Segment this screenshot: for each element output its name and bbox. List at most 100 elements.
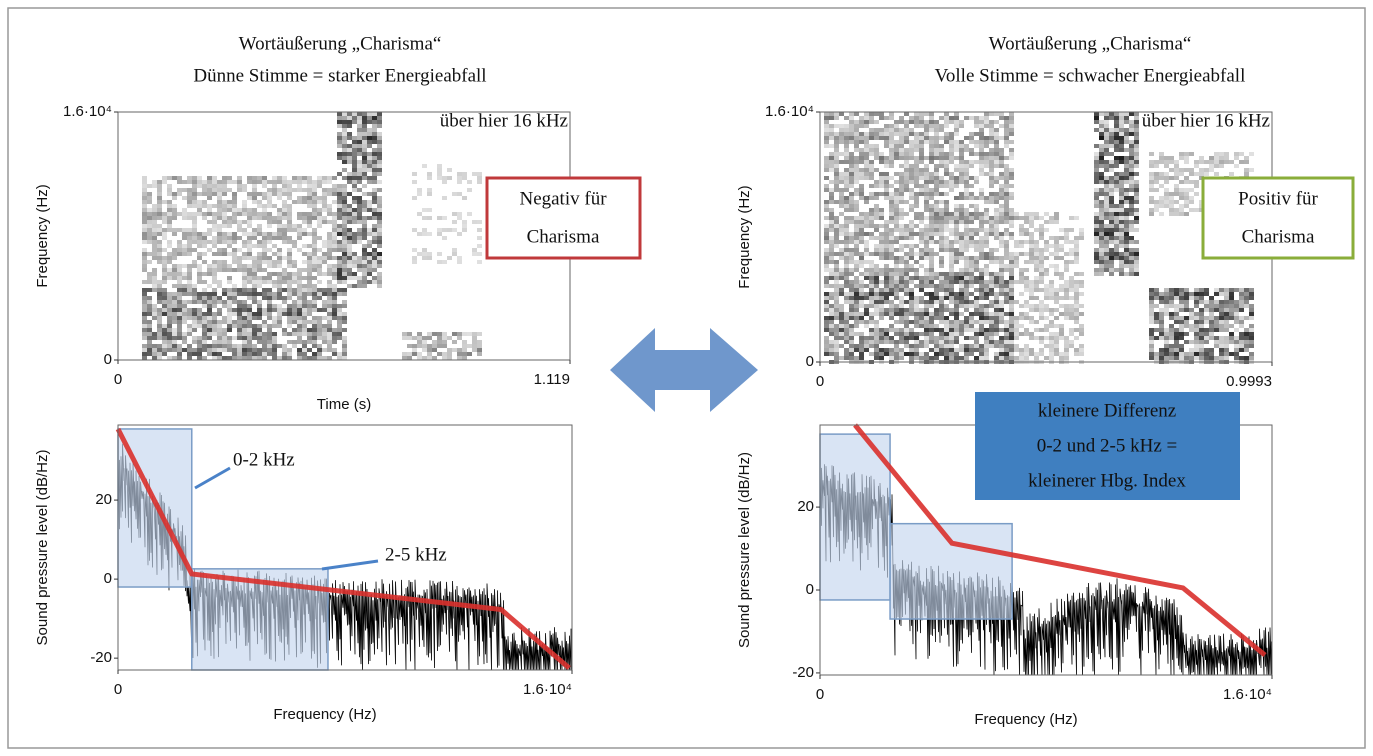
spectrogram-texture — [322, 220, 327, 224]
spectrogram-texture — [954, 356, 959, 360]
spectrogram-texture — [859, 220, 864, 224]
spectrogram-texture — [849, 300, 854, 304]
spectrogram-texture — [182, 288, 187, 292]
spectrogram-texture — [944, 156, 949, 160]
spectrogram-texture — [182, 196, 187, 200]
spectrogram-texture — [964, 148, 969, 152]
spectrogram-texture — [1004, 188, 1009, 192]
spectrogram-texture — [257, 276, 262, 280]
spectrogram-texture — [989, 304, 994, 308]
spectrogram-texture — [262, 216, 267, 220]
spectrogram-texture — [914, 196, 919, 200]
spectrogram-texture — [357, 180, 362, 184]
spectrogram-texture — [1094, 224, 1099, 228]
chart-title: Wortäußerung „Charisma“ — [989, 33, 1192, 54]
spectrogram-texture — [824, 176, 829, 180]
spectrogram-texture — [834, 188, 839, 192]
spectrogram-texture — [1054, 344, 1059, 348]
spectrogram-texture — [1189, 312, 1194, 316]
spectrogram-texture — [157, 244, 162, 248]
spectrogram-texture — [1224, 156, 1229, 160]
spectrogram-texture — [242, 208, 247, 212]
spectrogram-texture — [372, 116, 377, 120]
spectrogram-texture — [377, 280, 382, 284]
spectrogram-texture — [232, 284, 237, 288]
spectrogram-texture — [919, 264, 924, 268]
spectrogram-texture — [1094, 176, 1099, 180]
spectrogram-texture — [949, 344, 954, 348]
spectrogram-texture — [839, 312, 844, 316]
spectrogram-texture — [377, 152, 382, 156]
spectrogram-texture — [1004, 120, 1009, 124]
spectrogram-texture — [1164, 332, 1169, 336]
spectrogram-texture — [217, 232, 222, 236]
spectrogram-texture — [232, 288, 237, 292]
spectrogram-texture — [177, 228, 182, 232]
spectrogram-texture — [467, 352, 472, 356]
spectrogram-texture — [167, 212, 172, 216]
spectrogram-texture — [367, 264, 372, 268]
spectrogram-texture — [959, 248, 964, 252]
spectrogram-texture — [969, 220, 974, 224]
spectrogram-texture — [1034, 276, 1039, 280]
spectrogram-texture — [1154, 292, 1159, 296]
spectrogram-texture — [964, 144, 969, 148]
spectrogram-texture — [332, 308, 337, 312]
spectrogram-texture — [347, 276, 352, 280]
spectrogram-texture — [192, 264, 197, 268]
spectrogram-texture — [974, 144, 979, 148]
spectrogram-texture — [1094, 204, 1099, 208]
spectrogram-texture — [869, 268, 874, 272]
spectrogram-texture — [152, 348, 157, 352]
spectrogram-texture — [1009, 112, 1014, 116]
spectrogram-texture — [332, 292, 337, 296]
spectrogram-texture — [217, 240, 222, 244]
spectrogram-texture — [889, 284, 894, 288]
spectrogram-texture — [1184, 288, 1189, 292]
spectrogram-texture — [894, 120, 899, 124]
spectrogram-texture — [302, 260, 307, 264]
spectrogram-texture — [1149, 160, 1154, 164]
spectrogram-texture — [994, 236, 999, 240]
spectrogram-texture — [1159, 308, 1164, 312]
spectrogram-texture — [959, 212, 964, 216]
spectrogram-texture — [969, 140, 974, 144]
spectrogram-texture — [1174, 336, 1179, 340]
spectrogram-texture — [472, 332, 477, 336]
spectrogram-texture — [874, 136, 879, 140]
spectrogram-texture — [954, 248, 959, 252]
spectrogram-texture — [342, 176, 347, 180]
spectrogram-texture — [834, 280, 839, 284]
spectrogram-texture — [1099, 268, 1104, 272]
spectrogram-texture — [834, 156, 839, 160]
spectrogram-texture — [924, 156, 929, 160]
spectrogram-texture — [959, 300, 964, 304]
spectrogram-texture — [1034, 288, 1039, 292]
spectrogram-texture — [207, 304, 212, 308]
spectrogram-texture — [177, 312, 182, 316]
spectrogram-texture — [332, 212, 337, 216]
spectrogram-texture — [157, 352, 162, 356]
spectrogram-texture — [934, 204, 939, 208]
spectrogram-texture — [232, 336, 237, 340]
spectrogram-texture — [222, 232, 227, 236]
spectrogram-texture — [357, 144, 362, 148]
spectrogram-texture — [829, 224, 834, 228]
spectrogram-texture — [919, 296, 924, 300]
spectrogram-texture — [974, 308, 979, 312]
spectrogram-texture — [242, 232, 247, 236]
spectrogram-texture — [197, 356, 202, 360]
spectrogram-texture — [859, 172, 864, 176]
spectrogram-texture — [1124, 244, 1129, 248]
spectrogram-texture — [142, 176, 147, 180]
spectrogram-texture — [217, 296, 222, 300]
spectrogram-texture — [874, 204, 879, 208]
spectrogram-texture — [247, 176, 252, 180]
spectrogram-texture — [332, 288, 337, 292]
spectrogram-texture — [864, 116, 869, 120]
spectrogram-texture — [1044, 336, 1049, 340]
spectrogram-texture — [1124, 136, 1129, 140]
spectrogram-texture — [312, 256, 317, 260]
spectrogram-texture — [1194, 340, 1199, 344]
spectrogram-texture — [974, 300, 979, 304]
